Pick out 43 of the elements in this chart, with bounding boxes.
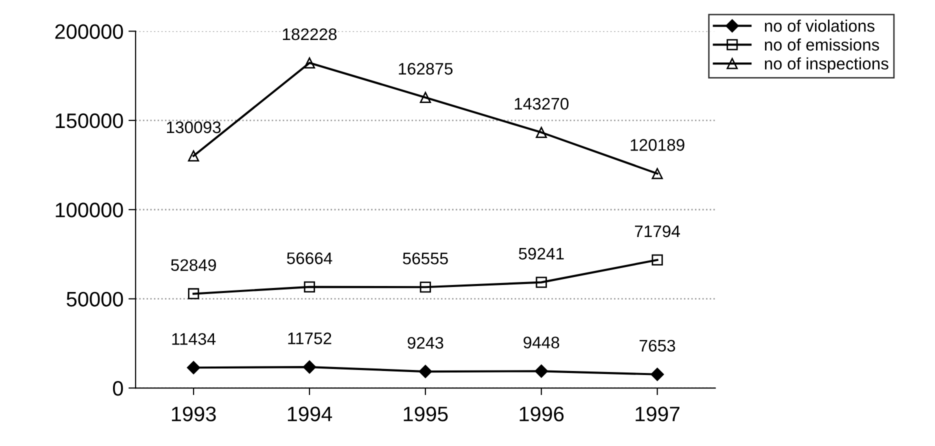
point	[420, 92, 431, 104]
x-tick-label: 1993	[172, 406, 216, 422]
data-label: 71794	[634, 225, 680, 238]
legend-label: no of emissions	[764, 38, 880, 51]
data-label: 56664	[286, 252, 332, 264]
y-tick-label: 100000	[56, 202, 123, 218]
x-tick-label: 1994	[288, 406, 332, 422]
y-tick-label: 150000	[56, 113, 123, 128]
point	[420, 282, 431, 293]
y-tick-label: 200000	[55, 24, 123, 39]
data-label: 143270	[514, 98, 569, 110]
point	[652, 254, 663, 266]
point	[304, 281, 316, 292]
legend-label: no of inspections	[764, 57, 888, 73]
point	[304, 57, 316, 68]
point	[188, 288, 200, 300]
x-tick-label: 1995	[404, 406, 448, 422]
point	[418, 364, 432, 378]
point	[534, 364, 548, 378]
y-tick-label: 0	[113, 381, 123, 396]
point	[536, 126, 547, 138]
data-label: 9448	[524, 336, 560, 348]
data-label: 182228	[282, 28, 337, 40]
data-label: 11434	[172, 333, 216, 345]
data-label: 59241	[518, 248, 564, 260]
point	[302, 360, 316, 374]
x-tick-label: 1997	[636, 406, 680, 422]
data-label: 120189	[630, 139, 684, 151]
legend-label: no of violations	[764, 20, 874, 32]
data-label: 130093	[167, 121, 221, 134]
x-tick-label: 1996	[520, 406, 564, 422]
data-label: 11752	[288, 332, 332, 344]
point	[536, 276, 547, 288]
data-label: 7653	[640, 340, 676, 352]
data-label: 52849	[171, 259, 216, 271]
point	[650, 368, 664, 381]
data-label: 162875	[398, 62, 453, 75]
point	[188, 150, 200, 162]
point	[652, 168, 663, 180]
data-label: 9243	[408, 336, 444, 349]
point	[186, 361, 200, 374]
y-tick-label: 50000	[66, 292, 123, 307]
data-label: 56555	[402, 252, 448, 264]
